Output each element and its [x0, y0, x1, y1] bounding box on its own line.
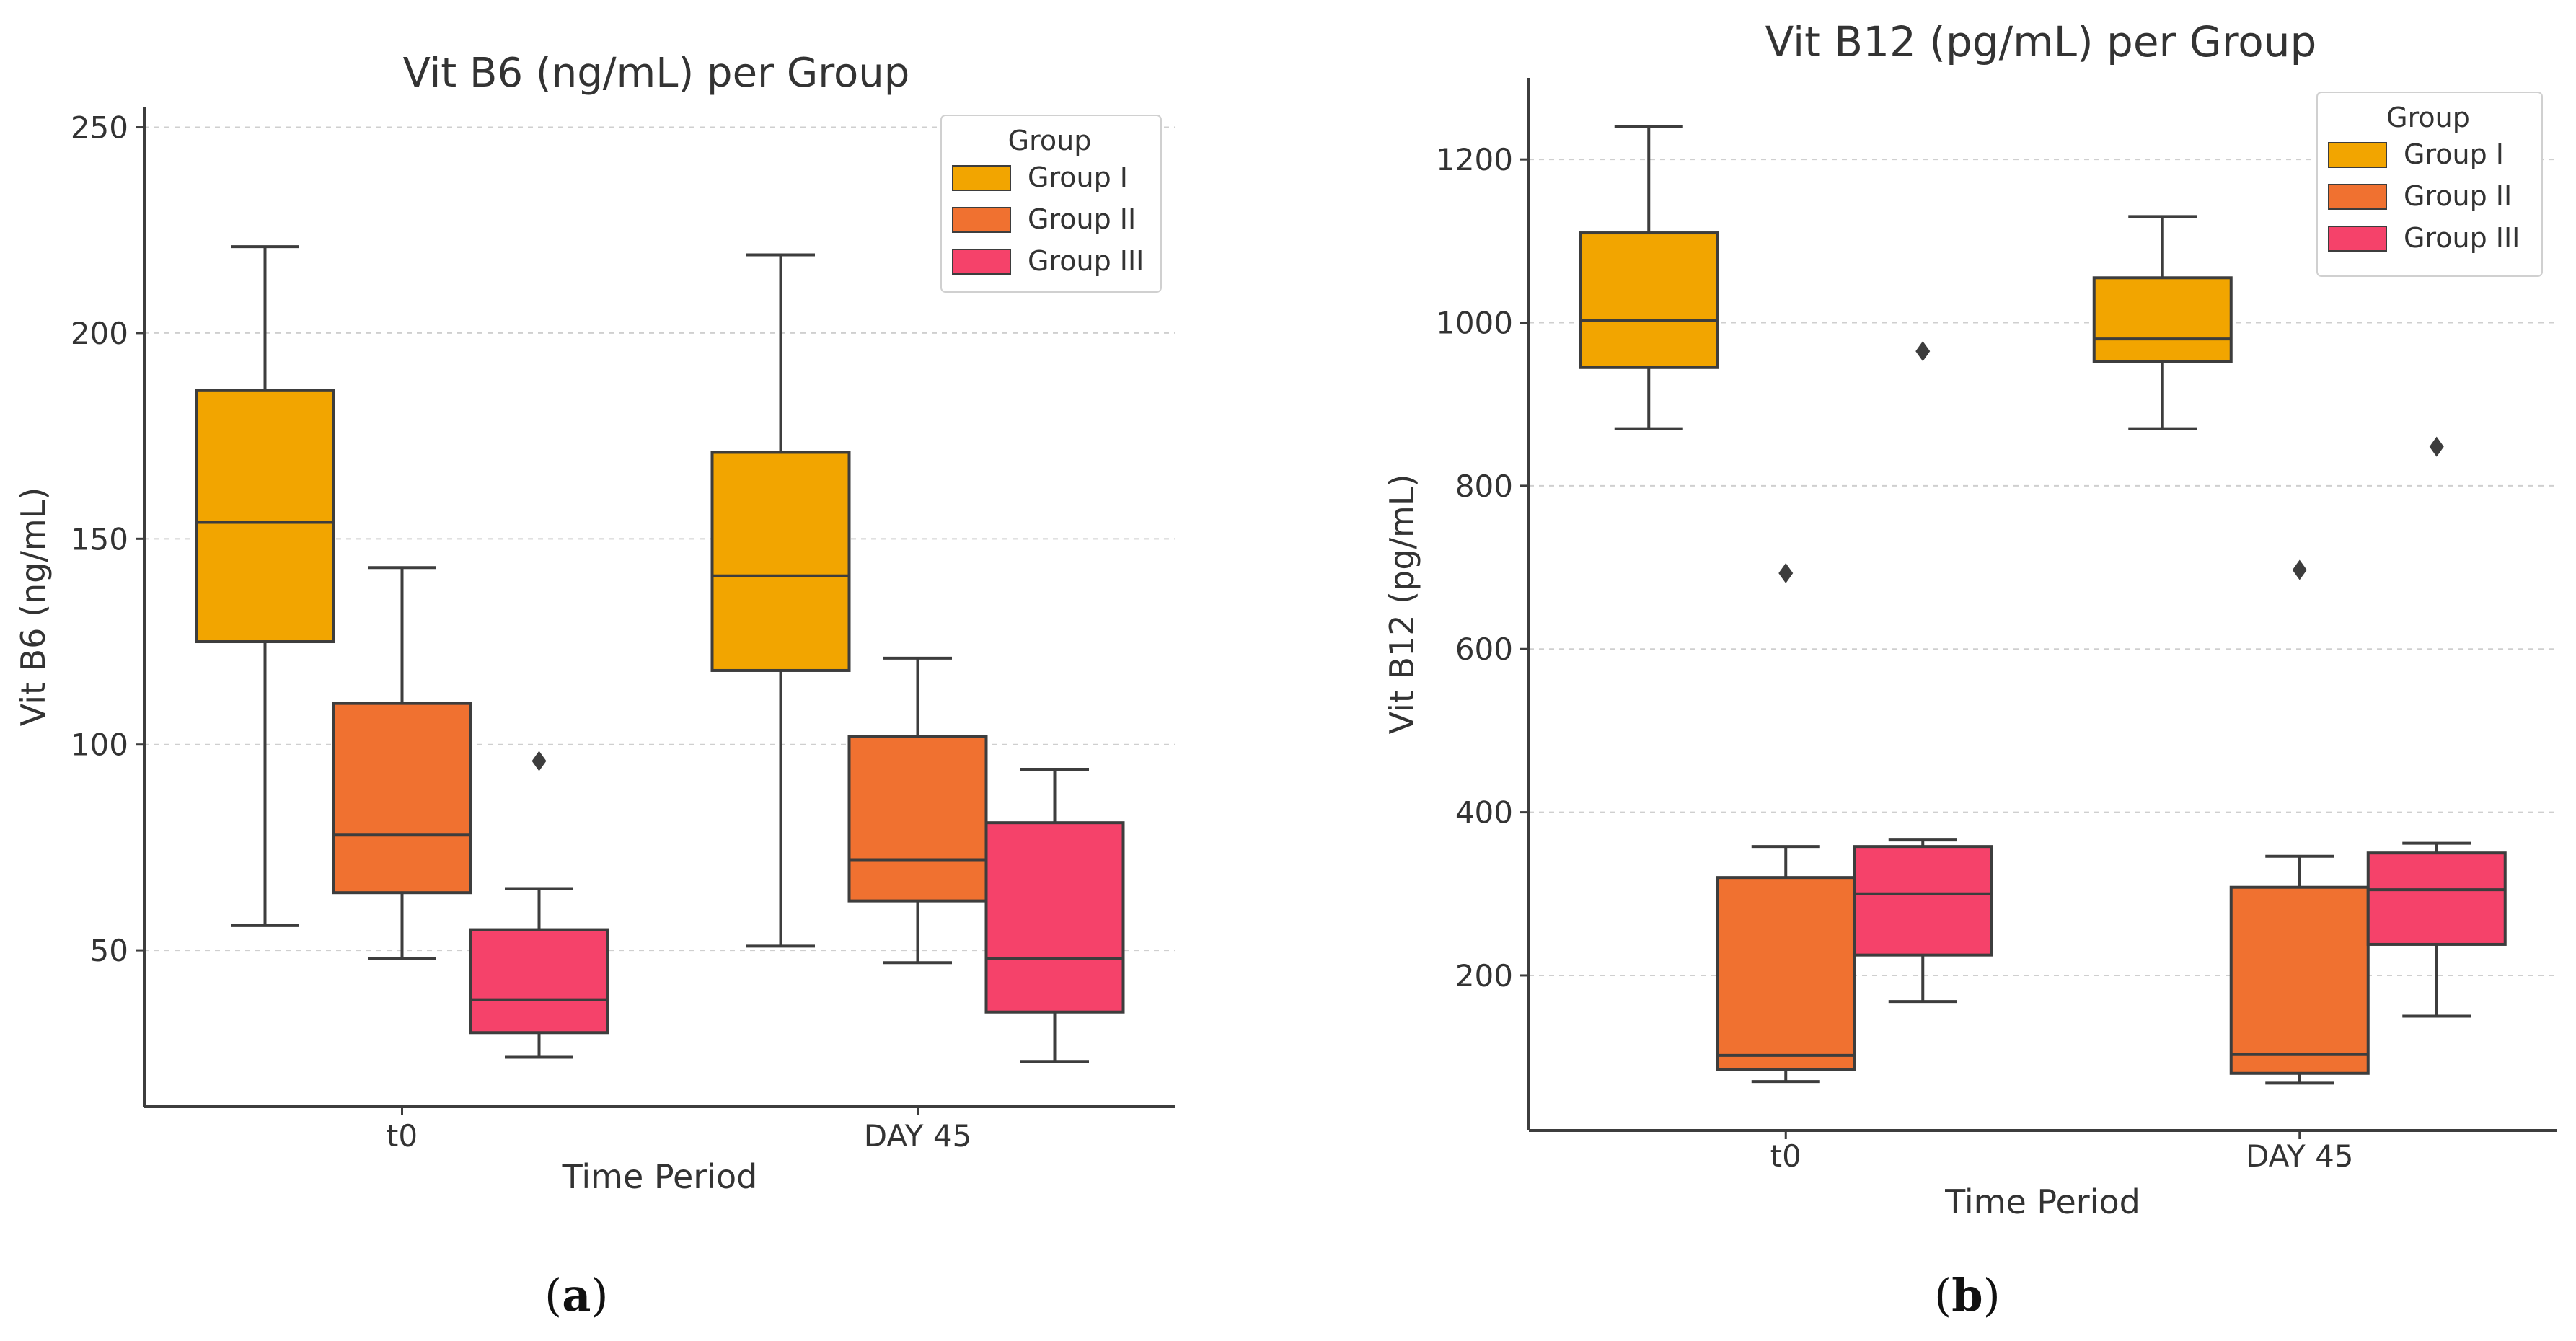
x-axis-label: Time Period	[1944, 1182, 2140, 1221]
y-tick-label: 150	[71, 521, 128, 557]
legend-swatch	[2328, 142, 2387, 168]
legend-swatch	[952, 249, 1011, 275]
legend: Group Group I Group II Group III	[2316, 92, 2543, 277]
box-group-ii-day-45	[847, 656, 988, 965]
box-group-i-day-45	[2092, 215, 2233, 430]
y-tick-label: 200	[71, 316, 128, 351]
x-tick-label: DAY 45	[2246, 1138, 2354, 1174]
y-tick-label: 1200	[1436, 142, 1513, 177]
box-group-ii-t0	[332, 566, 472, 960]
outlier-point	[1778, 562, 1794, 583]
chart-title: Vit B6 (ng/mL) per Group	[403, 50, 910, 97]
x-tick-label: DAY 45	[864, 1118, 972, 1154]
y-tick-label: 600	[1455, 632, 1513, 667]
y-axis-label: Vit B6 (ng/mL)	[14, 487, 53, 727]
caption-b-close: )	[1982, 1269, 2001, 1322]
box-group-iii-day-45	[984, 767, 1125, 1063]
legend-title: Group	[1008, 125, 1092, 156]
caption-b-letter: b	[1951, 1269, 1983, 1322]
y-tick-label: 100	[71, 727, 128, 763]
outlier-point	[2292, 559, 2307, 580]
legend-swatch	[952, 165, 1011, 191]
box-group-iii-day-45	[2366, 436, 2507, 1018]
legend-label: Group II	[2404, 180, 2512, 212]
caption-a-open: (	[544, 1269, 563, 1322]
outlier-point	[2429, 436, 2444, 457]
box-iqr	[710, 451, 851, 672]
legend-title: Group	[2386, 102, 2470, 133]
box-group-i-day-45	[710, 253, 851, 948]
x-tick-label: t0	[387, 1118, 418, 1154]
box-group-ii-day-45	[2229, 559, 2370, 1085]
y-tick-label: 200	[1455, 958, 1513, 993]
y-axis-label: Vit B12 (pg/mL)	[1382, 474, 1421, 735]
box-group-i-t0	[1579, 125, 1719, 430]
x-tick-label: t0	[1770, 1138, 1801, 1174]
box-iqr	[984, 821, 1125, 1014]
caption-a: (a)	[544, 1269, 609, 1322]
box-iqr	[847, 735, 988, 903]
y-tick-label: 50	[90, 933, 128, 968]
chart-vit-b12: 200 400 600 800 1000 1200 t0 DAY 45 Vit B12 (pg/…	[1382, 17, 2557, 1221]
box-iqr	[1579, 231, 1719, 369]
box-group-i-t0	[195, 245, 335, 927]
box-group-iii-t0	[1853, 341, 1993, 1004]
legend-label: Group III	[1028, 245, 1144, 277]
outlier-point	[531, 751, 547, 771]
box-iqr	[332, 702, 472, 895]
caption-b: (b)	[1934, 1269, 2001, 1322]
box-iqr	[2366, 851, 2507, 946]
legend-swatch	[2328, 226, 2387, 252]
caption-b-open: (	[1934, 1269, 1952, 1322]
legend-swatch	[2328, 184, 2387, 210]
legend-swatch	[952, 207, 1011, 233]
box-group-ii-t0	[1716, 562, 1856, 1084]
caption-a-letter: a	[562, 1269, 591, 1322]
chart-title: Vit B12 (pg/mL) per Group	[1765, 17, 2317, 66]
y-tick-label: 1000	[1436, 306, 1513, 341]
legend-label: Group I	[1028, 161, 1128, 193]
box-iqr	[1853, 845, 1993, 957]
box-iqr	[469, 928, 609, 1035]
box-iqr	[1716, 876, 1856, 1071]
legend-label: Group III	[2404, 222, 2520, 254]
y-tick-label: 400	[1455, 795, 1513, 831]
legend-label: Group I	[2404, 138, 2504, 170]
box-iqr	[2229, 885, 2370, 1075]
box-group-iii-t0	[469, 751, 609, 1059]
outlier-point	[1915, 341, 1931, 362]
legend-label: Group II	[1028, 203, 1136, 235]
box-iqr	[2092, 276, 2233, 363]
legend: Group Group I Group II Group III	[940, 115, 1162, 293]
chart-vit-b6: 50 100 150 200 250 t0 DAY 45 Vit B6 (ng/mL) per…	[14, 50, 1175, 1196]
y-tick-label: 800	[1455, 469, 1513, 504]
x-axis-label: Time Period	[562, 1157, 758, 1196]
box-iqr	[195, 389, 335, 644]
y-tick-label: 250	[71, 110, 128, 146]
caption-a-close: )	[591, 1269, 609, 1322]
legend-frame	[940, 115, 1162, 293]
